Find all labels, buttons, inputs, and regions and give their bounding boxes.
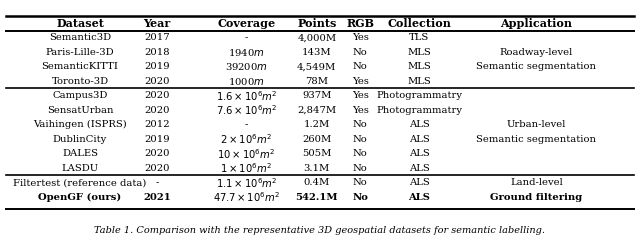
Text: Semantic3D: Semantic3D [49, 33, 111, 42]
Text: DublinCity: DublinCity [53, 135, 107, 144]
Text: Yes: Yes [352, 106, 369, 115]
Text: 2019: 2019 [144, 62, 170, 71]
Text: 260M: 260M [302, 135, 332, 144]
Text: 937M: 937M [302, 91, 332, 100]
Text: 2020: 2020 [144, 164, 170, 173]
Text: TLS: TLS [409, 33, 429, 42]
Text: Filtertest (reference data): Filtertest (reference data) [13, 178, 147, 187]
Text: MLS: MLS [407, 77, 431, 86]
Text: Semantic segmentation: Semantic segmentation [476, 62, 596, 71]
Text: Semantic segmentation: Semantic segmentation [476, 135, 596, 144]
Text: $\mathregular{1940}m$: $\mathregular{1940}m$ [228, 47, 265, 58]
Text: 3.1M: 3.1M [303, 164, 330, 173]
Text: Dataset: Dataset [56, 18, 104, 29]
Text: -: - [244, 33, 248, 42]
Text: Toronto-3D: Toronto-3D [51, 77, 109, 86]
Text: Urban-level: Urban-level [507, 120, 566, 129]
Text: $2\times 10^6 m^2$: $2\times 10^6 m^2$ [220, 132, 273, 146]
Text: $\mathregular{39200}m$: $\mathregular{39200}m$ [225, 61, 268, 72]
Text: 0.4M: 0.4M [303, 178, 330, 187]
Text: -: - [244, 120, 248, 129]
Text: 2021: 2021 [143, 193, 171, 202]
Text: ALS: ALS [409, 149, 429, 158]
Text: SensatUrban: SensatUrban [47, 106, 113, 115]
Text: Photogrammatry: Photogrammatry [376, 106, 462, 115]
Text: SemanticKITTI: SemanticKITTI [42, 62, 118, 71]
Text: ALS: ALS [409, 120, 429, 129]
Text: 4,000M: 4,000M [297, 33, 337, 42]
Text: Paris-Lille-3D: Paris-Lille-3D [45, 48, 115, 57]
Text: $1.6\times 10^6 m^2$: $1.6\times 10^6 m^2$ [216, 89, 277, 103]
Text: Vaihingen (ISPRS): Vaihingen (ISPRS) [33, 120, 127, 129]
Text: Yes: Yes [352, 91, 369, 100]
Text: 143M: 143M [302, 48, 332, 57]
Text: 4,549M: 4,549M [297, 62, 337, 71]
Text: No: No [353, 48, 368, 57]
Text: Roadway-level: Roadway-level [500, 48, 573, 57]
Text: -: - [155, 178, 159, 187]
Text: LASDU: LASDU [61, 164, 99, 173]
Text: Points: Points [297, 18, 337, 29]
Text: 2020: 2020 [144, 91, 170, 100]
Text: Table 1. Comparison with the representative 3D geospatial datasets for semantic : Table 1. Comparison with the representat… [95, 226, 545, 235]
Text: 2019: 2019 [144, 135, 170, 144]
Text: Land-level: Land-level [510, 178, 563, 187]
Text: Application: Application [500, 18, 572, 29]
Text: Yes: Yes [352, 77, 369, 86]
Text: Yes: Yes [352, 33, 369, 42]
Text: ALS: ALS [409, 178, 429, 187]
Text: No: No [353, 193, 368, 202]
Text: No: No [353, 62, 368, 71]
Text: 505M: 505M [302, 149, 332, 158]
Text: $1\times 10^6 m^2$: $1\times 10^6 m^2$ [220, 161, 273, 175]
Text: Coverage: Coverage [218, 18, 275, 29]
Text: 78M: 78M [305, 77, 328, 86]
Text: ALS: ALS [409, 135, 429, 144]
Text: Collection: Collection [387, 18, 451, 29]
Text: No: No [353, 135, 368, 144]
Text: No: No [353, 178, 368, 187]
Text: 2,847M: 2,847M [297, 106, 337, 115]
Text: Ground filtering: Ground filtering [490, 193, 582, 202]
Text: 1.2M: 1.2M [303, 120, 330, 129]
Text: $\mathregular{1000}m$: $\mathregular{1000}m$ [228, 76, 265, 87]
Text: No: No [353, 120, 368, 129]
Text: $1.1\times 10^6 m^2$: $1.1\times 10^6 m^2$ [216, 176, 277, 189]
Text: Year: Year [143, 18, 170, 29]
Text: Campus3D: Campus3D [52, 91, 108, 100]
Text: 2020: 2020 [144, 149, 170, 158]
Text: MLS: MLS [407, 62, 431, 71]
Text: ALS: ALS [408, 193, 430, 202]
Text: OpenGF (ours): OpenGF (ours) [38, 193, 122, 202]
Text: RGB: RGB [346, 18, 374, 29]
Text: 2017: 2017 [144, 33, 170, 42]
Text: $7.6\times 10^6 m^2$: $7.6\times 10^6 m^2$ [216, 103, 277, 117]
Text: $10\times 10^6 m^2$: $10\times 10^6 m^2$ [217, 147, 276, 161]
Text: 2012: 2012 [144, 120, 170, 129]
Text: MLS: MLS [407, 48, 431, 57]
Text: DALES: DALES [62, 149, 98, 158]
Text: 2020: 2020 [144, 106, 170, 115]
Text: No: No [353, 149, 368, 158]
Text: Photogrammatry: Photogrammatry [376, 91, 462, 100]
Text: No: No [353, 164, 368, 173]
Text: ALS: ALS [409, 164, 429, 173]
Text: 2018: 2018 [144, 48, 170, 57]
Text: 542.1M: 542.1M [296, 193, 338, 202]
Text: $47.7\times 10^6 m^2$: $47.7\times 10^6 m^2$ [212, 190, 280, 204]
Text: 2020: 2020 [144, 77, 170, 86]
